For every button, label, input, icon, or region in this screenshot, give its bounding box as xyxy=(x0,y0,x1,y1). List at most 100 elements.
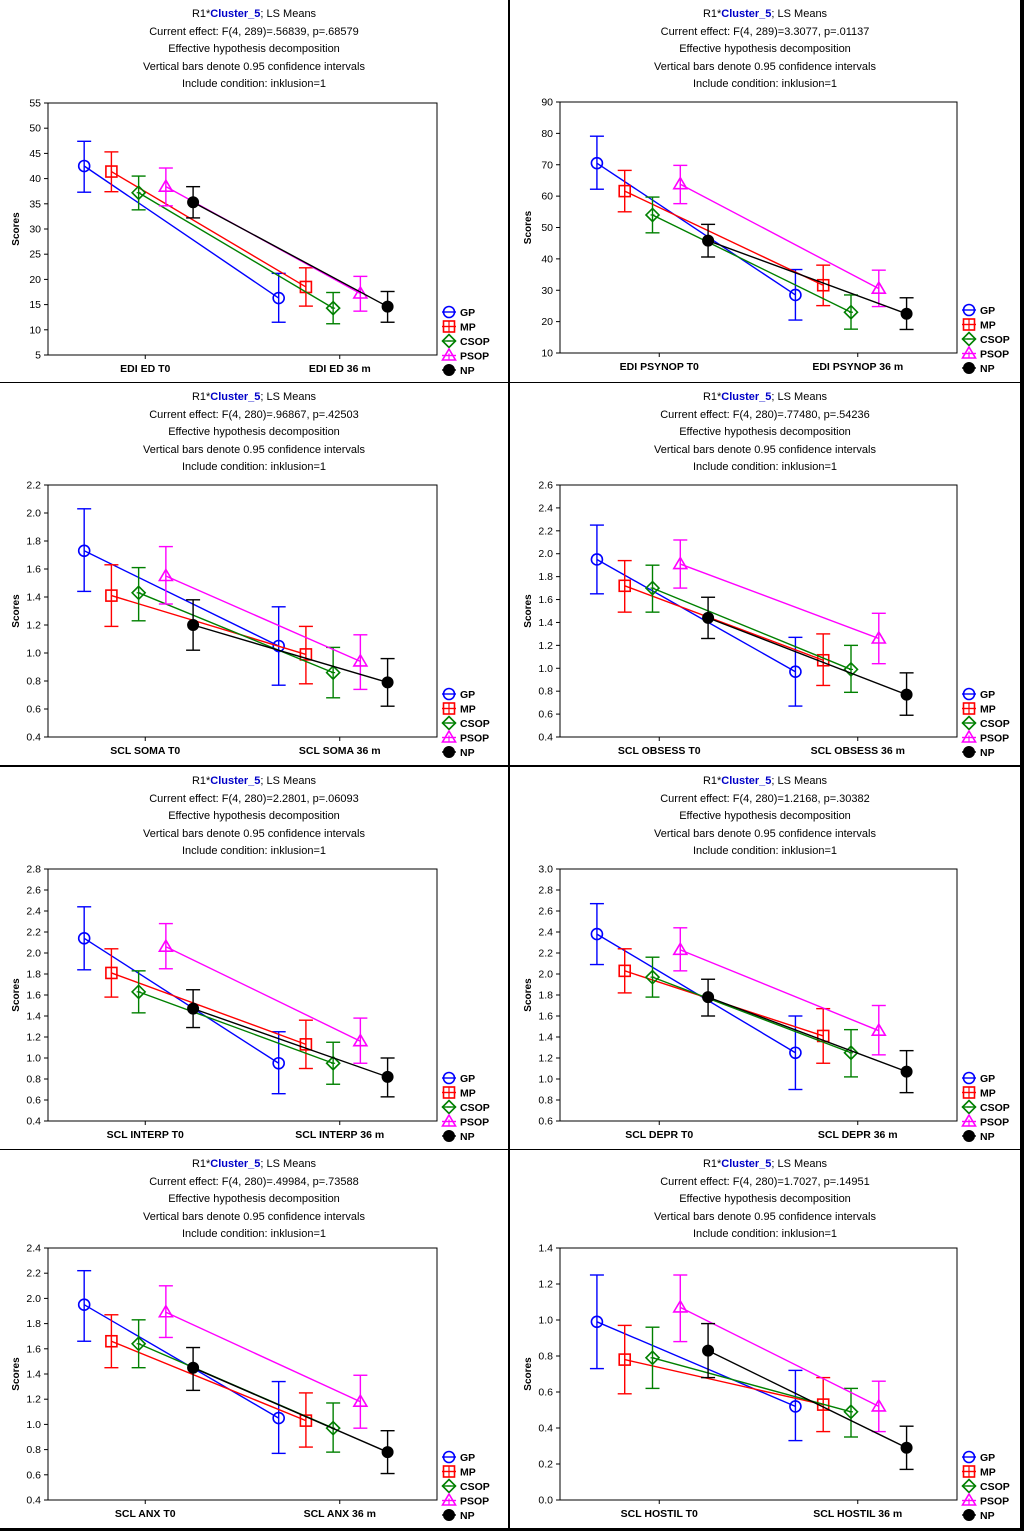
legend-label: CSOP xyxy=(980,1102,1010,1114)
legend-item-csop: CSOP xyxy=(961,331,1010,347)
legend: GP MP CSOP PSOP NP xyxy=(441,1450,490,1522)
y-axis-label: Scores xyxy=(523,594,534,628)
legend-marker xyxy=(962,702,976,715)
legend-marker xyxy=(962,687,976,701)
series-line xyxy=(165,575,361,663)
title-cluster: Cluster_5 xyxy=(721,8,772,20)
series-mp xyxy=(104,948,313,1070)
legend-marker xyxy=(961,1492,977,1506)
legend-label: CSOP xyxy=(460,1102,490,1114)
chart-panel-3: R1*Cluster_5; LS Means Current effect: F(… xyxy=(0,383,508,765)
effect-line: Current effect: F(4, 289)=3.3077, p=.011… xyxy=(660,25,870,38)
chart-svg: 0.4 0.6 0.8 1.0 1.2 1.4 1.6 1.8 2.0 2.2 2.4 2.6 2.8 S… xyxy=(11,864,490,1144)
series-line xyxy=(624,190,824,286)
y-tick-label: 55 xyxy=(29,98,41,110)
legend-item-np: NP xyxy=(442,746,475,759)
legend-marker xyxy=(441,1492,457,1506)
y-tick-label: 80 xyxy=(541,128,553,140)
legend-marker xyxy=(962,1465,976,1478)
data-point xyxy=(672,1299,689,1313)
y-tick-label: 2.0 xyxy=(538,969,553,981)
error-bar xyxy=(589,135,604,190)
legend-marker xyxy=(961,729,977,743)
series-gp xyxy=(77,508,286,686)
error-bar xyxy=(589,1274,604,1370)
y-tick-label: 1.2 xyxy=(26,1394,41,1406)
legend-item-np: NP xyxy=(962,1130,995,1143)
series-line xyxy=(111,594,307,656)
series-np xyxy=(186,599,395,707)
error-bar xyxy=(131,566,146,622)
decomposition-line: Effective hypothesis decomposition xyxy=(679,810,851,822)
legend-marker xyxy=(443,364,455,376)
effect-line: Current effect: F(4, 280)=1.7027, p=.149… xyxy=(660,1175,870,1188)
error-bar xyxy=(77,508,92,593)
chart-title: R1*Cluster_5; LS Means xyxy=(510,1156,1020,1174)
y-tick-label: 0.6 xyxy=(538,1116,553,1128)
data-point xyxy=(105,165,118,178)
chart-panel-7: R1*Cluster_5; LS Means Current effect: F(… xyxy=(0,1150,508,1528)
legend-item-mp: MP xyxy=(442,702,476,716)
title-prefix: R1* xyxy=(702,1158,722,1170)
data-point xyxy=(843,1404,859,1420)
y-tick-label: 2.4 xyxy=(26,906,41,918)
series-line xyxy=(596,1321,796,1408)
title-suffix: ; LS Means xyxy=(771,1158,828,1170)
legend-label: GP xyxy=(980,689,995,701)
series-line xyxy=(624,1358,824,1406)
series-line xyxy=(111,1340,307,1422)
include-line: Include condition: inklusion=1 xyxy=(692,461,837,473)
include-line: Include condition: inklusion=1 xyxy=(181,845,326,857)
data-point xyxy=(870,1398,887,1412)
chart-svg: 10 20 30 40 50 60 70 80 90 EDI PSYNOP T0 EDI PSYNO… xyxy=(523,97,1010,376)
y-tick-label: 30 xyxy=(29,224,41,236)
error-bar xyxy=(77,140,92,193)
y-tick-label: 2.0 xyxy=(26,948,41,960)
legend-marker xyxy=(441,1113,457,1127)
error-bar xyxy=(271,1380,286,1455)
series-line xyxy=(138,192,334,309)
legend-item-np: NP xyxy=(962,362,995,375)
data-point xyxy=(187,1002,200,1015)
chart-title: R1*Cluster_5; LS Means xyxy=(0,773,508,791)
title-suffix: ; LS Means xyxy=(260,775,317,787)
y-tick-label: 90 xyxy=(541,97,553,109)
data-point xyxy=(381,676,394,689)
legend-label: MP xyxy=(460,322,476,334)
title-suffix: ; LS Means xyxy=(260,1158,317,1170)
legend-marker xyxy=(961,1113,977,1127)
y-tick-label: 3.0 xyxy=(538,864,553,876)
series-np xyxy=(186,1346,395,1475)
y-tick-label: 0.6 xyxy=(538,1387,553,1399)
plot-area xyxy=(559,484,958,738)
error-bar xyxy=(589,524,604,595)
x-tick-label: SCL INTERP T0 xyxy=(107,1129,184,1141)
data-point xyxy=(900,1065,913,1078)
series-gp xyxy=(77,140,286,323)
series-np xyxy=(701,978,914,1094)
decomposition-line: Effective hypothesis decomposition xyxy=(168,43,340,55)
legend-item-gp: GP xyxy=(962,687,995,701)
x-tick-label: SCL DEPR T0 xyxy=(625,1129,693,1141)
y-tick-label: 2.8 xyxy=(538,885,553,897)
series-line xyxy=(679,183,880,290)
series-csop xyxy=(644,564,859,694)
legend-label: PSOP xyxy=(980,733,1009,745)
y-tick-label: 45 xyxy=(29,148,41,160)
title-cluster: Cluster_5 xyxy=(210,8,261,20)
data-point xyxy=(77,1298,91,1311)
chart-panel-5: R1*Cluster_5; LS Means Current effect: F(… xyxy=(0,767,508,1149)
series-line xyxy=(83,1304,280,1419)
series-csop xyxy=(644,956,859,1078)
legend-label: PSOP xyxy=(980,1117,1009,1129)
title-prefix: R1* xyxy=(191,391,211,403)
y-tick-label: 2.2 xyxy=(26,927,41,939)
effect-line: Current effect: F(4, 289)=.56839, p=.685… xyxy=(149,25,359,38)
y-tick-label: 2.2 xyxy=(26,1268,41,1280)
series-line xyxy=(707,1349,907,1449)
legend-item-gp: GP xyxy=(442,1071,475,1085)
legend-item-psop: PSOP xyxy=(961,1113,1009,1129)
chart-header: R1*Cluster_5; LS Means Current effect: F(… xyxy=(0,773,508,861)
legend-marker xyxy=(442,687,456,701)
bars-note-line: Vertical bars denote 0.95 confidence int… xyxy=(143,60,365,73)
